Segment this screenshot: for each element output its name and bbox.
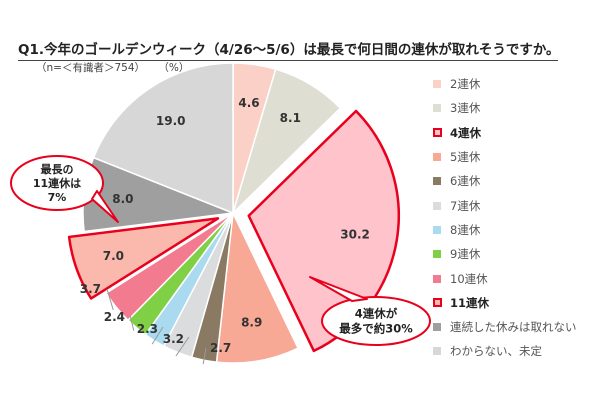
- legend-swatch: [433, 347, 441, 356]
- value-label-2: 8.1: [280, 111, 301, 125]
- legend-item: 6連休: [433, 169, 600, 193]
- legend-item: 11連休: [433, 291, 600, 315]
- pie-value-labels: 4.6 8.1 30.2 8.9 2.7 3.2 2.3 2.43.7 7.0 8.0 19.0: [80, 96, 370, 365]
- pie-slice-10: [67, 217, 220, 300]
- callout-text-line: 4連休が: [355, 307, 398, 321]
- legend-swatch: [433, 104, 441, 113]
- legend-item: 連続した休みは取れない: [433, 315, 600, 339]
- legend-label: 6連休: [450, 174, 481, 189]
- legend-label: 9連休: [450, 247, 481, 262]
- legend-item: 4連休: [433, 121, 600, 145]
- pie-slice-9: [105, 212, 234, 321]
- legend-label: 10連休: [450, 271, 488, 286]
- legend-label: 5連休: [450, 150, 481, 165]
- unit-label: （%）: [158, 62, 190, 74]
- leader-line-8: [129, 314, 135, 331]
- value-label-7: 2.3: [137, 322, 158, 336]
- legend-swatch: [433, 274, 441, 283]
- value-label-4: 8.9: [241, 315, 262, 329]
- chart-legend: 2連休 3連休 4連休 5連休 6連休 7連休 8連休 9連休 10連休 11連休連続した休みは取…: [433, 72, 600, 364]
- legend-label: 11連休: [450, 295, 490, 310]
- callout-tail: [309, 276, 368, 302]
- legend-item: 8連休: [433, 218, 600, 242]
- legend-item: わからない、未定: [433, 339, 600, 363]
- legend-label: 4連休: [450, 125, 482, 140]
- value-label-11: 8.0: [112, 192, 133, 206]
- callout-text-line: 最多で約30%: [339, 322, 413, 336]
- legend-item: 5連休: [433, 145, 600, 169]
- value-label-6: 3.2: [163, 332, 184, 346]
- chart-subtitle: （n=＜有識者＞754） （%）: [36, 60, 199, 75]
- leader-line-5: [202, 347, 207, 365]
- value-label-9: 3.7: [80, 282, 101, 296]
- value-label-3: 30.2: [340, 228, 370, 242]
- legend-item: 7連休: [433, 193, 600, 217]
- legend-swatch: [433, 177, 441, 186]
- legend-item: 9連休: [433, 242, 600, 266]
- callout-bubble: [10, 155, 104, 211]
- value-label-8: 2.4: [104, 310, 125, 324]
- value-label-1: 4.6: [238, 96, 259, 110]
- value-label-12: 19.0: [156, 114, 186, 128]
- legend-item: 3連休: [433, 96, 600, 120]
- leader-line-7: [151, 326, 164, 345]
- legend-swatch: [433, 298, 442, 308]
- callout-text-line: 11連休は: [33, 176, 81, 190]
- legend-swatch: [433, 225, 441, 234]
- legend-swatch: [433, 128, 442, 138]
- callout-bubble: [321, 296, 431, 346]
- leader-line-9: [106, 288, 114, 310]
- pie-slices: [67, 62, 400, 364]
- callout-tail: [91, 190, 119, 223]
- legend-label: 3連休: [450, 101, 481, 116]
- pie-slice-4: [215, 212, 299, 364]
- legend-swatch: [433, 80, 441, 89]
- legend-swatch: [433, 323, 441, 332]
- pie-slice-12: [92, 62, 234, 214]
- legend-label: 7連休: [450, 198, 481, 213]
- legend-label: 連続した休みは取れない: [450, 320, 577, 335]
- legend-swatch: [433, 201, 441, 210]
- legend-swatch: [433, 153, 441, 162]
- pie-slice-2: [232, 68, 342, 214]
- legend-label: 8連休: [450, 222, 481, 237]
- chart-title: Q1.今年のゴールデンウィーク（4/26～5/6）は最長で何日間の連休が取れそう…: [18, 38, 560, 61]
- legend-swatch: [433, 250, 441, 259]
- legend-label: わからない、未定: [450, 344, 542, 359]
- value-label-5: 2.7: [210, 341, 231, 355]
- callout-text-line: 最長の: [41, 163, 74, 176]
- legend-item: 10連休: [433, 266, 600, 290]
- legend-item: 2連休: [433, 72, 600, 96]
- callout-text-line: 7%: [48, 191, 67, 204]
- sample-size-label: （n=＜有識者＞754）: [36, 62, 145, 74]
- legend-label: 2連休: [450, 77, 481, 92]
- value-label-10: 7.0: [103, 249, 124, 263]
- leader-line-6: [175, 336, 190, 357]
